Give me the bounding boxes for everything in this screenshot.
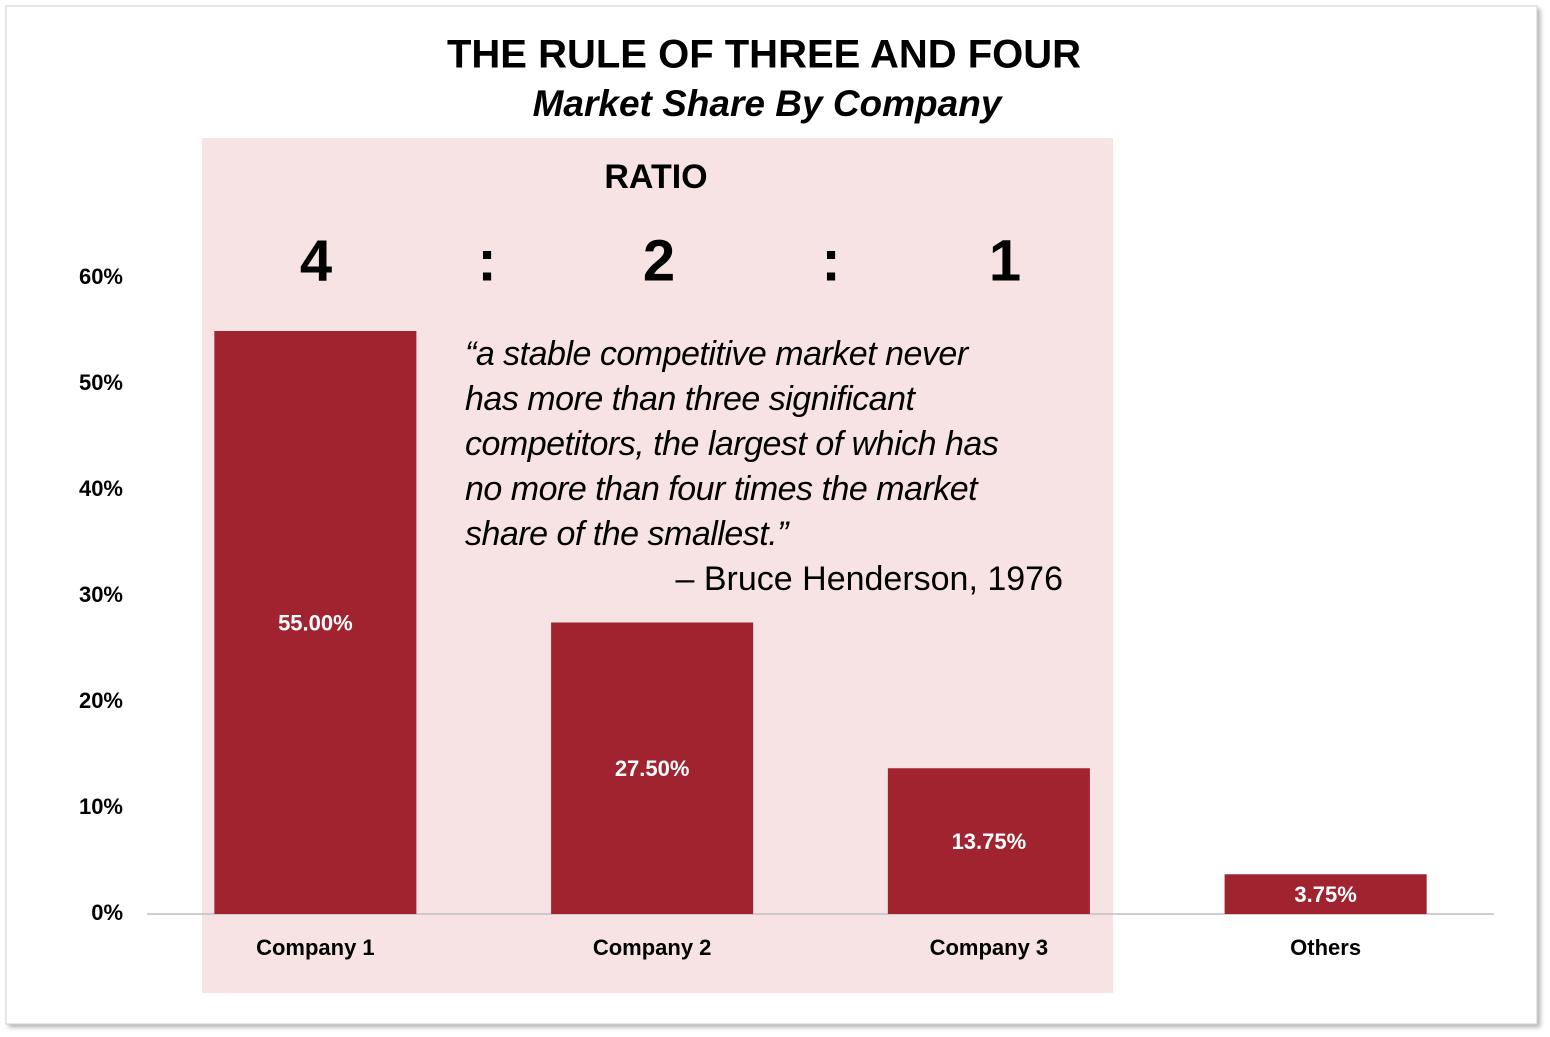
y-tick-label: 0% [91, 900, 123, 925]
quote-attribution: – Bruce Henderson, 1976 [676, 560, 1063, 598]
bar [551, 622, 754, 914]
x-tick-label: Company 3 [930, 935, 1049, 960]
ratio-heading: RATIO [604, 158, 707, 196]
ratio-number: : [477, 228, 496, 293]
y-tick-label: 50% [79, 370, 123, 395]
quote-line: “a stable competitive market never [465, 335, 970, 373]
bar [1224, 874, 1427, 914]
ratio-number: 2 [643, 228, 675, 293]
bar [214, 331, 417, 914]
bar [887, 768, 1090, 914]
chart-title: THE RULE OF THREE AND FOUR [447, 33, 1081, 77]
x-tick-label: Company 2 [593, 935, 712, 960]
value-label: 13.75% [952, 829, 1027, 854]
y-tick-label: 40% [79, 476, 123, 501]
ratio-number: 1 [989, 228, 1021, 293]
y-tick-label: 10% [79, 794, 123, 819]
x-tick-label: Company 1 [256, 935, 375, 960]
quote-line: no more than four times the market [465, 470, 979, 508]
quote-line: competitors, the largest of which has [465, 425, 999, 463]
value-label: 27.50% [615, 756, 690, 781]
x-tick-label: Others [1290, 935, 1361, 960]
value-label: 55.00% [278, 610, 353, 635]
quote-line: share of the smallest.” [465, 515, 790, 553]
y-tick-label: 20% [79, 688, 123, 713]
y-tick-label: 60% [79, 264, 123, 289]
ratio-number: : [821, 228, 840, 293]
value-label: 3.75% [1294, 882, 1356, 907]
quote-line: has more than three significant [465, 380, 916, 418]
ratio-number: 4 [300, 228, 332, 293]
chart-subtitle: Market Share By Company [533, 83, 1004, 124]
y-tick-label: 30% [79, 582, 123, 607]
